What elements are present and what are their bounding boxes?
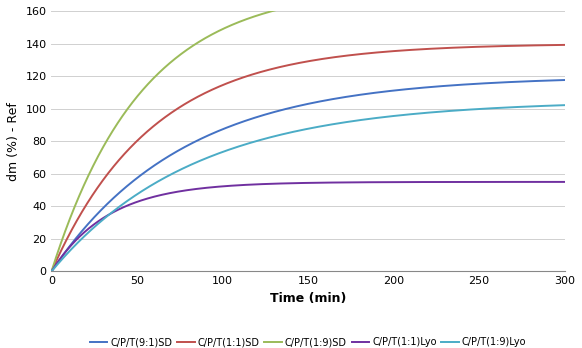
- C/P/T(1:9)Lyo: [452, 109, 459, 113]
- C/P/T(1:9)Lyo: [297, 128, 304, 132]
- C/P/T(1:9)Lyo: [546, 104, 553, 108]
- C/P/T(1:9)SD: [297, 2, 304, 6]
- C/P/T(1:9)Lyo: [48, 269, 55, 274]
- C/P/T(1:1)SD: [284, 63, 291, 68]
- C/P/T(1:1)SD: [546, 43, 553, 47]
- C/P/T(1:1)Lyo: [546, 180, 553, 184]
- Line: C/P/T(1:1)Lyo: C/P/T(1:1)Lyo: [51, 182, 565, 271]
- C/P/T(9:1)SD: [561, 78, 568, 82]
- Y-axis label: dm (%) - Ref: dm (%) - Ref: [7, 102, 20, 181]
- C/P/T(1:1)Lyo: [452, 180, 459, 184]
- C/P/T(9:1)SD: [297, 103, 304, 108]
- C/P/T(1:9)Lyo: [74, 241, 81, 245]
- C/P/T(1:1)SD: [74, 217, 81, 221]
- X-axis label: Time (min): Time (min): [270, 292, 346, 305]
- C/P/T(1:1)SD: [48, 269, 55, 274]
- C/P/T(1:1)Lyo: [297, 181, 304, 185]
- C/P/T(1:9)Lyo: [561, 103, 568, 107]
- C/P/T(1:1)Lyo: [284, 181, 291, 185]
- C/P/T(1:1)Lyo: [48, 269, 55, 274]
- C/P/T(1:1)SD: [546, 43, 553, 47]
- C/P/T(1:9)Lyo: [546, 104, 553, 108]
- Line: C/P/T(9:1)SD: C/P/T(9:1)SD: [51, 80, 565, 271]
- C/P/T(9:1)SD: [452, 83, 459, 87]
- Legend: C/P/T(9:1)SD, C/P/T(1:1)SD, C/P/T(1:9)SD, C/P/T(1:1)Lyo, C/P/T(1:9)Lyo: C/P/T(9:1)SD, C/P/T(1:1)SD, C/P/T(1:9)SD…: [86, 334, 530, 348]
- C/P/T(1:1)SD: [452, 46, 459, 50]
- C/P/T(1:1)SD: [297, 61, 304, 65]
- C/P/T(9:1)SD: [546, 78, 553, 82]
- C/P/T(9:1)SD: [48, 269, 55, 274]
- C/P/T(1:9)SD: [284, 5, 291, 9]
- C/P/T(9:1)SD: [284, 106, 291, 111]
- C/P/T(1:1)Lyo: [546, 180, 553, 184]
- C/P/T(1:1)Lyo: [74, 236, 81, 240]
- Line: C/P/T(1:9)Lyo: C/P/T(1:9)Lyo: [51, 105, 565, 271]
- C/P/T(1:9)Lyo: [284, 131, 291, 135]
- C/P/T(1:9)SD: [74, 197, 81, 201]
- Line: C/P/T(1:1)SD: C/P/T(1:1)SD: [51, 45, 565, 271]
- C/P/T(1:9)SD: [48, 269, 55, 274]
- C/P/T(9:1)SD: [546, 78, 553, 82]
- Line: C/P/T(1:9)SD: C/P/T(1:9)SD: [51, 0, 565, 271]
- C/P/T(1:1)Lyo: [561, 180, 568, 184]
- C/P/T(9:1)SD: [74, 234, 81, 238]
- C/P/T(1:1)SD: [561, 43, 568, 47]
